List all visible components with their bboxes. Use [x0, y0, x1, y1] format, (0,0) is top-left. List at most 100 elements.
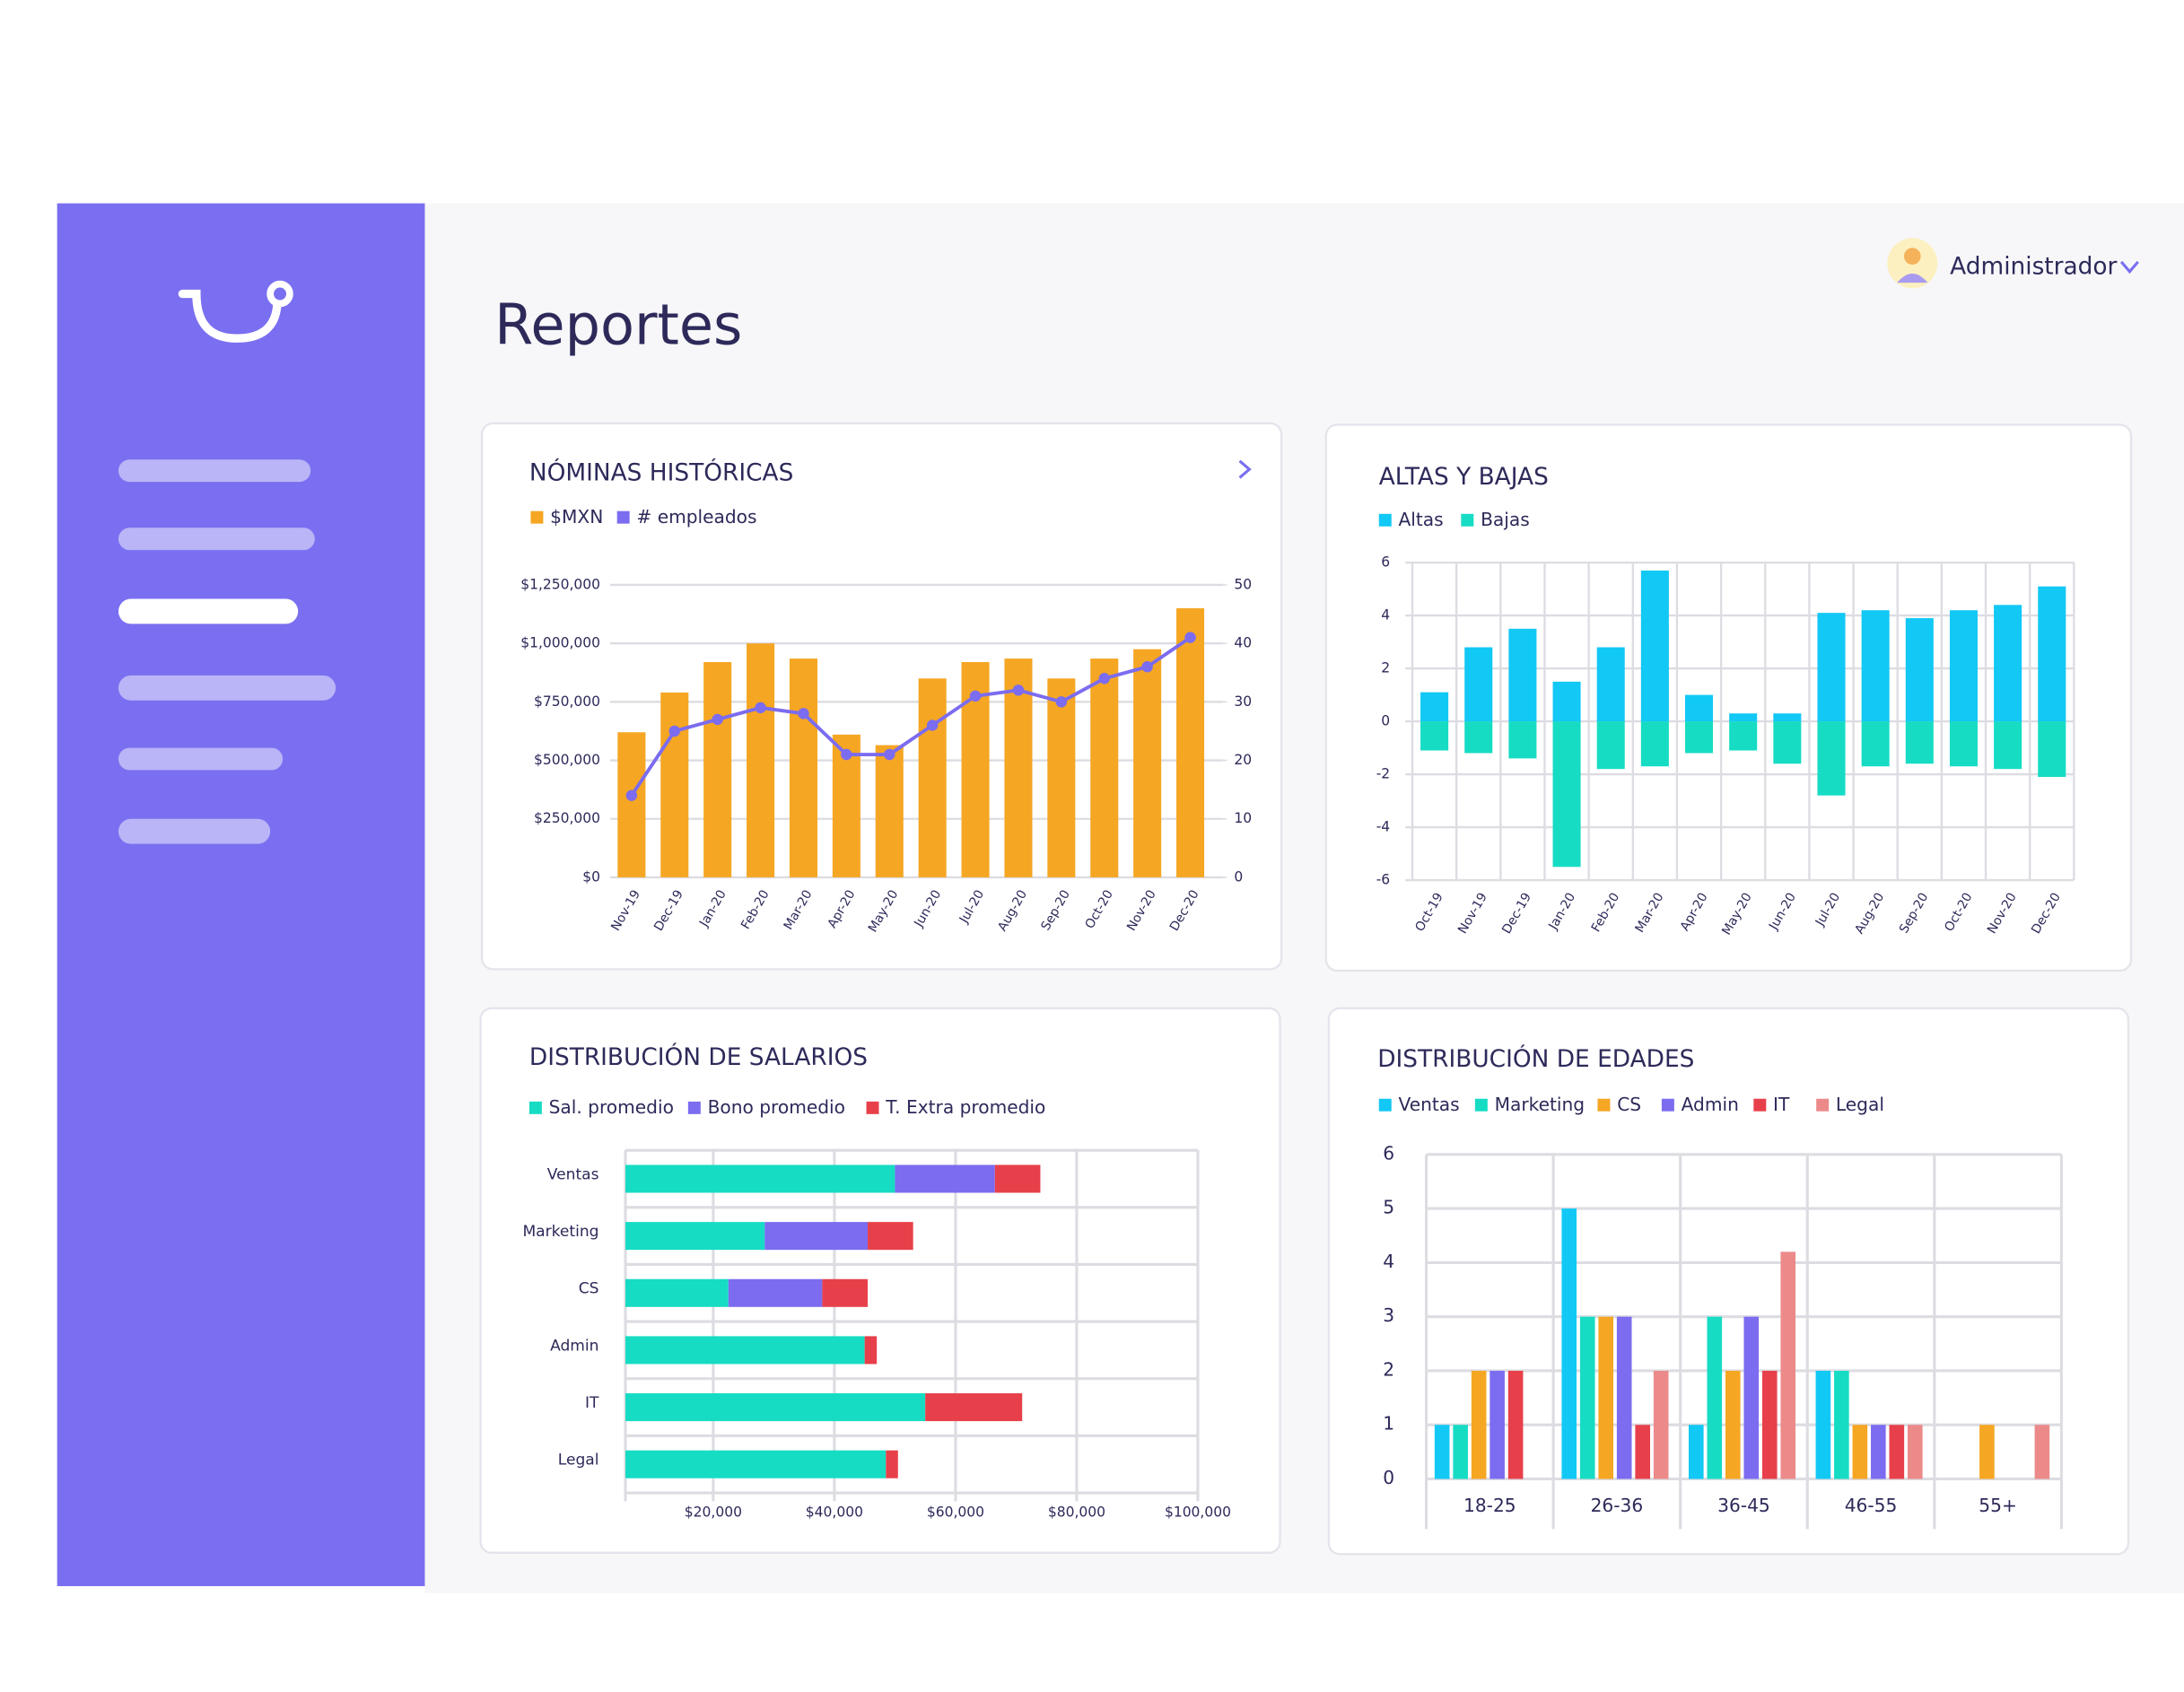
line-point [1012, 685, 1025, 696]
y2-tick-label: 50 [1234, 576, 1252, 592]
bar [1176, 608, 1205, 877]
nav-item[interactable] [118, 675, 336, 701]
y-tick-label: 4 [1383, 1251, 1394, 1272]
bar [1420, 721, 1449, 751]
bar [1090, 658, 1119, 877]
bar [1780, 1252, 1796, 1479]
bar [1453, 1425, 1468, 1479]
legend-swatch [1378, 1098, 1392, 1112]
x-tick-label: $100,000 [1165, 1504, 1231, 1520]
chart-title: NÓMINAS HISTÓRICAS [529, 458, 793, 486]
legend-label: Bajas [1481, 509, 1530, 530]
nav-item[interactable] [118, 818, 271, 844]
y-tick-label: -2 [1376, 766, 1390, 782]
bar [660, 692, 689, 877]
line-point [926, 720, 939, 731]
x-tick-label: 46-55 [1845, 1495, 1898, 1516]
avatar-head [1903, 248, 1921, 265]
bar [1596, 721, 1625, 770]
bar [625, 1222, 765, 1251]
bar [1949, 610, 1978, 722]
x-tick-label: 36-45 [1717, 1495, 1770, 1516]
bar [1508, 628, 1537, 722]
user-menu[interactable]: Administrador [1887, 238, 2139, 289]
legend-label: # empleados [636, 506, 756, 528]
page-title: Reportes [494, 292, 742, 357]
x-tick-label: $80,000 [1048, 1504, 1105, 1520]
line-point [625, 789, 638, 801]
bar [1994, 721, 2022, 770]
y2-tick-label: 10 [1234, 810, 1252, 826]
legend-swatch [1474, 1098, 1488, 1112]
y2-tick-label: 40 [1234, 635, 1252, 651]
y-tick-label: 0 [1383, 1467, 1394, 1488]
bar [1834, 1370, 1849, 1479]
bar [1464, 647, 1493, 722]
user-name[interactable]: Administrador [1950, 254, 2117, 281]
bar [1707, 1316, 1723, 1479]
bar [1688, 1425, 1704, 1479]
bar [1761, 1370, 1778, 1479]
bar [1552, 721, 1581, 868]
line-point [884, 748, 895, 761]
bar [1579, 1316, 1595, 1479]
bar [1434, 1425, 1450, 1479]
legend-swatch [687, 1101, 701, 1114]
bar [1949, 721, 1978, 767]
legend-label: CS [1617, 1094, 1641, 1115]
legend-swatch [1597, 1098, 1611, 1112]
legend-swatch [530, 510, 544, 524]
legend-label: Admin [1682, 1094, 1739, 1115]
bar [875, 745, 904, 877]
bar [1420, 692, 1449, 722]
card [1324, 423, 2133, 972]
line-point [841, 748, 852, 761]
chart-title: DISTRIBUCIÓN DE SALARIOS [529, 1042, 868, 1071]
nav-item-active[interactable] [118, 598, 299, 624]
bar [1507, 1370, 1524, 1479]
nav-item[interactable] [118, 747, 284, 771]
y-tick-label: 6 [1383, 1142, 1394, 1164]
y2-tick-label: 0 [1234, 868, 1243, 885]
bar [1508, 721, 1537, 759]
x-tick-label: 26-36 [1591, 1495, 1644, 1516]
bar [918, 678, 947, 877]
bar [1685, 721, 1714, 754]
bar [1979, 1425, 1995, 1479]
bar [625, 1336, 865, 1365]
bar [625, 1393, 926, 1422]
bar [822, 1278, 869, 1307]
y-tick-label: 4 [1381, 607, 1390, 624]
nav-item[interactable] [118, 528, 315, 551]
y-tick-label: CS [579, 1280, 599, 1298]
bar [1773, 721, 1802, 764]
y-tick-label: 2 [1381, 660, 1390, 676]
y-tick-label: Ventas [547, 1165, 599, 1183]
legend-label: Ventas [1398, 1094, 1459, 1115]
y-tick-label: $1,000,000 [520, 635, 600, 651]
line-point [1098, 673, 1110, 685]
line-point [798, 708, 809, 720]
nav-item[interactable] [118, 459, 311, 483]
y-tick-label: Marketing [522, 1223, 598, 1241]
legend-swatch [1461, 513, 1474, 527]
card-link-chevron[interactable] [1238, 459, 1252, 479]
line-point [1184, 632, 1196, 643]
bar [1725, 1370, 1741, 1479]
bar [747, 643, 775, 877]
bar [1047, 678, 1076, 877]
bar [789, 658, 817, 877]
bar [625, 1278, 729, 1307]
y-tick-label: $0 [582, 868, 600, 885]
bar [2038, 586, 2066, 722]
legend-label: Sal. promedio [549, 1096, 674, 1118]
bar [1815, 1370, 1831, 1479]
bar [886, 1450, 898, 1478]
y-tick-label: Legal [558, 1452, 599, 1470]
bar [1685, 694, 1714, 722]
legend-swatch [616, 510, 630, 524]
user-chevron[interactable] [2119, 260, 2139, 275]
line [630, 636, 1192, 797]
bar [1640, 721, 1669, 767]
